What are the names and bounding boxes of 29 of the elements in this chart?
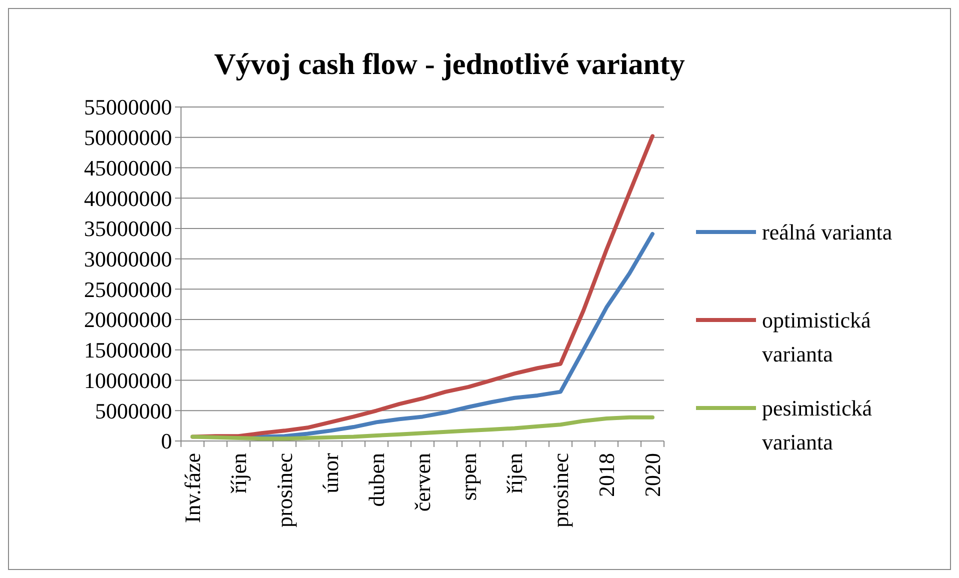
y-tick-label: 45000000	[84, 155, 172, 180]
x-tick-label: prosinec	[272, 452, 298, 528]
y-tick-label: 5000000	[95, 398, 172, 424]
y-tick-label: 10000000	[84, 368, 172, 393]
x-tick-label: říjen	[226, 453, 252, 494]
y-tick-label: 25000000	[84, 276, 172, 302]
y-tick-label: 15000000	[84, 338, 172, 363]
x-tick-label: srpen	[456, 453, 482, 501]
y-tick-label: 40000000	[84, 186, 172, 211]
y-tick-label: 0	[161, 428, 172, 454]
y-tick-label: 50000000	[84, 125, 172, 150]
line-series	[190, 415, 654, 441]
x-tick-label: duben	[364, 453, 390, 507]
y-tick-label: 55000000	[84, 94, 172, 120]
y-tick-label: 35000000	[84, 216, 172, 242]
x-tick-label: Inv.fáze	[180, 453, 206, 524]
x-tick-label: 2020	[640, 453, 666, 497]
legend-label: reálná varianta	[762, 220, 892, 245]
legend-label: optimistická varianta	[762, 308, 871, 367]
x-tick-label: prosinec	[548, 452, 574, 528]
x-tick-label: 2018	[594, 453, 620, 497]
x-tick-label: říjen	[502, 453, 528, 494]
chart-title: Vývoj cash flow - jednotlivé varianty	[214, 48, 685, 81]
line-series	[190, 134, 654, 439]
y-tick-label: 20000000	[84, 307, 172, 332]
x-tick-label: červen	[410, 453, 436, 512]
legend-label: pesimistická varianta	[762, 396, 872, 455]
x-tick-label: únor	[318, 452, 344, 494]
y-tick-label: 30000000	[84, 246, 172, 272]
